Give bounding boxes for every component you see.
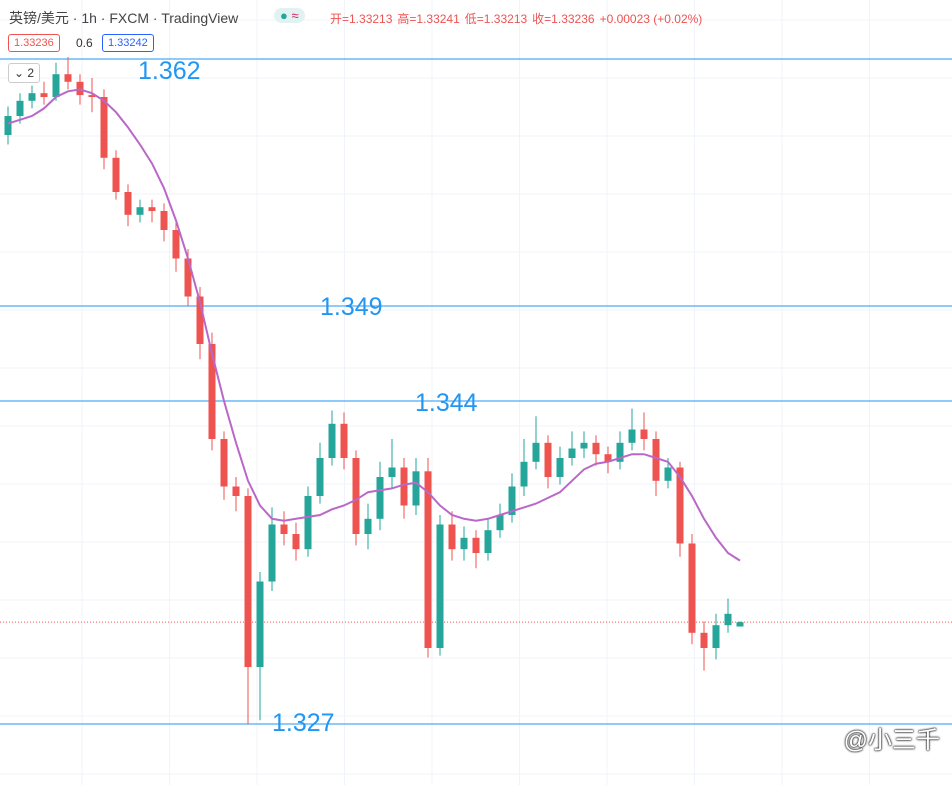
candle-body <box>88 95 96 97</box>
candle-body <box>316 458 324 496</box>
candle-body <box>496 515 504 531</box>
indicator-toggle[interactable]: ⌄ 2 <box>8 63 41 83</box>
candle-body <box>676 467 684 544</box>
watermark: @小三千 <box>843 727 940 754</box>
candle-body <box>544 442 552 477</box>
candle-body <box>436 524 444 648</box>
bid[interactable]: 1.33236 <box>8 34 60 52</box>
candle-body <box>100 97 108 158</box>
ohlc-item: 低=1.33213 <box>464 12 528 26</box>
candle-body <box>712 625 720 648</box>
candle-body <box>112 157 120 192</box>
candle-body <box>580 442 588 449</box>
candle-body <box>172 230 180 259</box>
candle-body <box>160 211 168 230</box>
level-label: 1.327 <box>272 709 335 737</box>
level-label: 1.349 <box>320 293 383 321</box>
candle-body <box>700 632 708 648</box>
candle-body <box>616 442 624 462</box>
candle-body <box>232 486 240 496</box>
candle-body <box>424 471 432 648</box>
candle-body <box>292 534 300 550</box>
moving-average <box>7 88 741 562</box>
candle-body <box>268 524 276 582</box>
indicator-count: 2 <box>27 66 35 80</box>
candle-body <box>460 537 468 550</box>
candle-body <box>124 192 132 215</box>
candle-body <box>532 442 540 462</box>
candle-body <box>628 429 636 443</box>
candle-body <box>652 439 660 481</box>
candle-body <box>328 423 336 458</box>
candle-body <box>208 344 216 439</box>
candle-body <box>736 622 744 627</box>
candle-body <box>556 458 564 477</box>
candle-body <box>688 543 696 633</box>
candle-body <box>16 100 24 116</box>
candle-body <box>52 74 60 97</box>
candle-body <box>364 518 372 534</box>
candle-body <box>640 429 648 439</box>
ohlc-item: 开=1.33213 <box>330 12 393 26</box>
status-badge[interactable]: ● ≈ <box>274 8 305 23</box>
candle-body <box>484 530 492 553</box>
candle-body <box>244 496 252 667</box>
candle-body <box>136 207 144 215</box>
candle-body <box>220 439 228 487</box>
candle-body <box>376 477 384 519</box>
candle-body <box>448 524 456 550</box>
candle-body <box>388 467 396 477</box>
candle-body <box>196 296 204 344</box>
candle-body <box>64 74 72 82</box>
candle-body <box>304 496 312 550</box>
candle-body <box>664 467 672 481</box>
ask[interactable]: 1.33242 <box>102 34 154 52</box>
candle-body <box>592 442 600 455</box>
candle-body <box>148 207 156 211</box>
candle-body <box>40 93 48 97</box>
ohlc-item: 高=1.33241 <box>397 12 460 26</box>
candle-body <box>352 458 360 534</box>
candle-body <box>28 93 36 101</box>
candle-body <box>340 423 348 458</box>
candle-body <box>724 613 732 626</box>
candle-body <box>412 471 420 506</box>
candle-body <box>604 454 612 462</box>
candle-body <box>280 524 288 534</box>
candle-body <box>568 448 576 458</box>
candle-body <box>4 116 12 135</box>
candle-body <box>256 581 264 667</box>
candle-body <box>520 461 528 487</box>
spread: 0.6 <box>76 36 93 50</box>
candle-body <box>400 467 408 506</box>
candle-body <box>508 486 516 515</box>
candle-body <box>472 537 480 553</box>
ohlc: 开=1.33213 高=1.33241 低=1.33213 收=1.33236 +0.0… <box>330 10 707 27</box>
level-label: 1.344 <box>415 389 478 417</box>
candle-body <box>184 258 192 297</box>
level-label: 1.362 <box>138 57 201 85</box>
symbol[interactable]: 英镑/美元 · 1h · FXCM · TradingView <box>9 10 239 26</box>
ohlc-item: 收=1.33236 <box>532 12 595 26</box>
ohlc-item: +0.00023 (+0.02%) <box>599 12 703 26</box>
